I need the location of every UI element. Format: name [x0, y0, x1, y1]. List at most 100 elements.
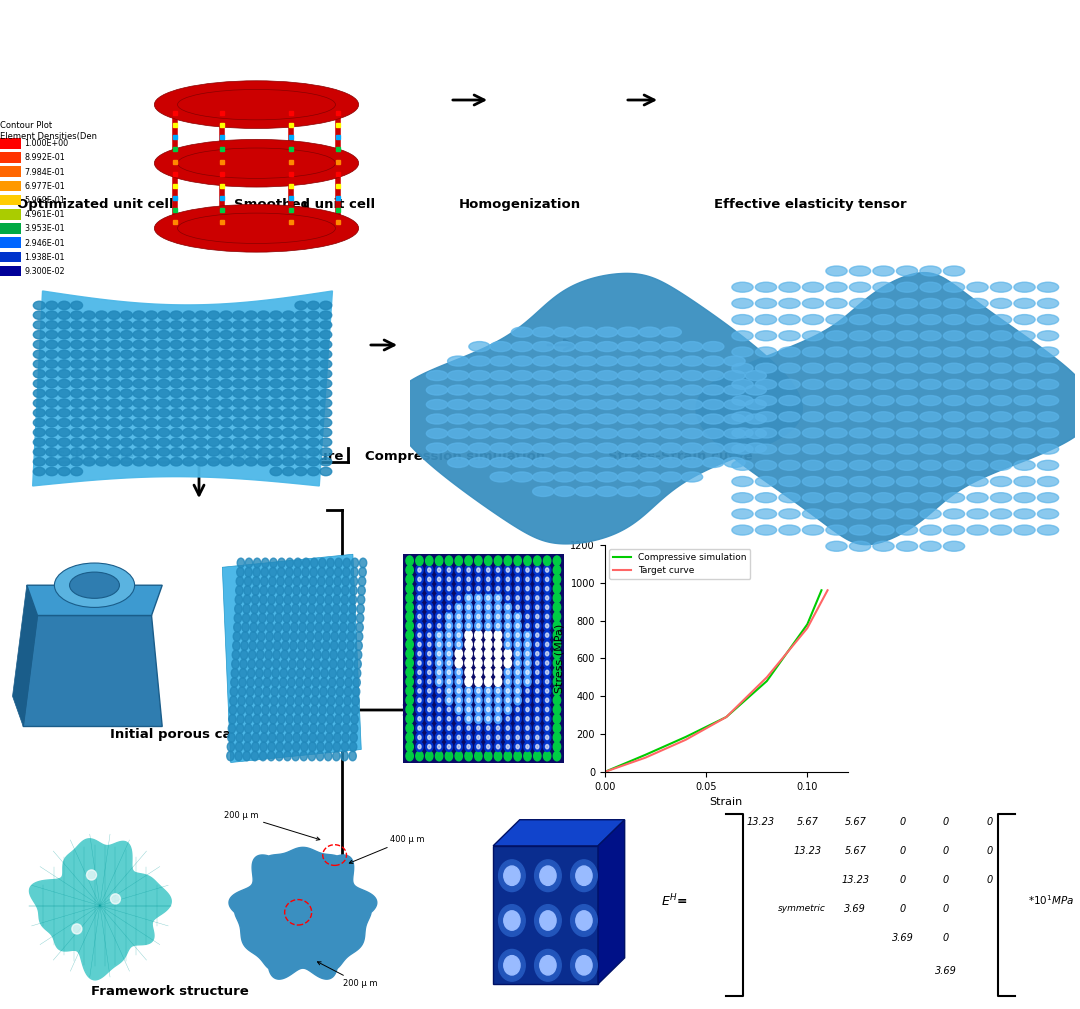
- Circle shape: [476, 577, 481, 581]
- Circle shape: [258, 369, 270, 378]
- Circle shape: [485, 714, 491, 723]
- Circle shape: [45, 399, 57, 408]
- Circle shape: [516, 605, 519, 609]
- Circle shape: [158, 428, 170, 437]
- Circle shape: [553, 574, 561, 584]
- Circle shape: [418, 745, 421, 749]
- Circle shape: [511, 457, 532, 467]
- Circle shape: [357, 595, 365, 604]
- Circle shape: [343, 558, 350, 568]
- Circle shape: [265, 650, 272, 660]
- Circle shape: [457, 745, 460, 749]
- Circle shape: [532, 457, 554, 467]
- Circle shape: [497, 568, 500, 572]
- Circle shape: [779, 412, 800, 422]
- Text: 13.23: 13.23: [746, 817, 774, 827]
- Circle shape: [445, 723, 453, 733]
- Circle shape: [292, 604, 299, 613]
- Circle shape: [507, 716, 510, 721]
- Circle shape: [545, 716, 549, 721]
- Circle shape: [873, 541, 894, 551]
- Circle shape: [532, 414, 554, 424]
- Circle shape: [507, 679, 510, 684]
- Circle shape: [70, 369, 82, 378]
- Circle shape: [305, 678, 311, 687]
- Circle shape: [58, 321, 70, 329]
- Circle shape: [504, 714, 512, 723]
- Circle shape: [464, 574, 472, 584]
- Circle shape: [1038, 331, 1058, 341]
- Circle shape: [447, 707, 450, 711]
- Circle shape: [294, 714, 301, 724]
- Circle shape: [323, 632, 330, 642]
- Circle shape: [269, 576, 276, 586]
- Bar: [0, 251, 22, 262]
- Circle shape: [507, 586, 510, 591]
- Polygon shape: [27, 585, 162, 615]
- Circle shape: [944, 347, 964, 357]
- Circle shape: [779, 363, 800, 373]
- Circle shape: [292, 613, 298, 623]
- Circle shape: [504, 602, 512, 612]
- Circle shape: [802, 331, 824, 341]
- Circle shape: [486, 568, 490, 572]
- Circle shape: [967, 476, 988, 486]
- Circle shape: [308, 369, 320, 378]
- Circle shape: [270, 448, 282, 456]
- Circle shape: [108, 360, 120, 368]
- Circle shape: [437, 568, 441, 572]
- Circle shape: [352, 696, 360, 705]
- Circle shape: [495, 658, 502, 668]
- Circle shape: [248, 659, 255, 669]
- Circle shape: [171, 311, 183, 320]
- Circle shape: [347, 650, 353, 660]
- Circle shape: [464, 622, 472, 631]
- Circle shape: [283, 613, 291, 623]
- Circle shape: [183, 311, 194, 320]
- Circle shape: [524, 574, 531, 584]
- Circle shape: [920, 396, 941, 406]
- Circle shape: [33, 311, 45, 320]
- Circle shape: [333, 604, 340, 613]
- Circle shape: [486, 698, 490, 702]
- Circle shape: [545, 679, 549, 684]
- Circle shape: [802, 412, 824, 422]
- Circle shape: [476, 624, 481, 628]
- Circle shape: [1014, 460, 1035, 470]
- Circle shape: [96, 409, 108, 417]
- Circle shape: [355, 632, 363, 642]
- Circle shape: [476, 586, 481, 591]
- Circle shape: [504, 631, 512, 640]
- Circle shape: [504, 622, 512, 631]
- Text: 0: 0: [900, 875, 906, 885]
- Circle shape: [108, 409, 120, 417]
- Circle shape: [467, 736, 470, 740]
- Circle shape: [944, 428, 964, 438]
- Circle shape: [342, 723, 350, 734]
- Circle shape: [359, 567, 366, 577]
- Circle shape: [171, 438, 183, 446]
- Circle shape: [447, 356, 469, 366]
- Circle shape: [294, 558, 301, 568]
- Circle shape: [516, 707, 519, 711]
- Circle shape: [639, 443, 660, 453]
- Text: 4.961E-01: 4.961E-01: [25, 210, 65, 219]
- Circle shape: [849, 444, 870, 454]
- Circle shape: [351, 558, 359, 568]
- Circle shape: [536, 605, 539, 609]
- Circle shape: [779, 347, 800, 357]
- Circle shape: [504, 733, 512, 743]
- Circle shape: [195, 379, 207, 387]
- Circle shape: [618, 342, 639, 351]
- Circle shape: [416, 742, 423, 752]
- Circle shape: [195, 360, 207, 368]
- Circle shape: [532, 356, 554, 366]
- Circle shape: [536, 736, 539, 740]
- Circle shape: [920, 509, 941, 519]
- Circle shape: [545, 698, 549, 702]
- Text: 3.69: 3.69: [935, 966, 957, 976]
- Circle shape: [486, 586, 490, 591]
- Circle shape: [536, 624, 539, 628]
- Circle shape: [261, 705, 269, 714]
- Circle shape: [826, 347, 847, 357]
